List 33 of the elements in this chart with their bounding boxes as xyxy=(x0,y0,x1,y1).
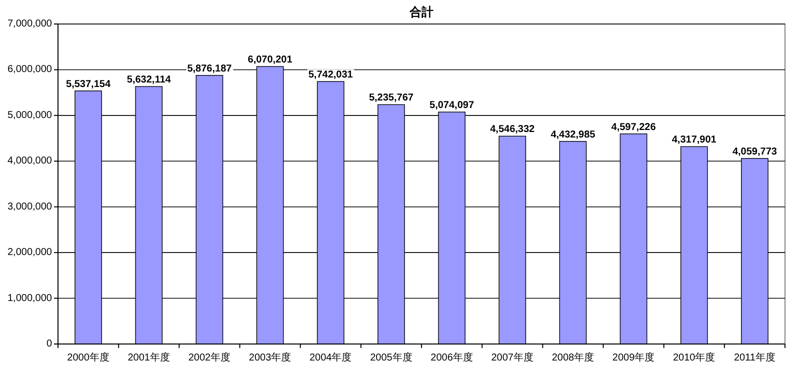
data-label: 5,537,154 xyxy=(66,78,111,90)
y-tick-label: 7,000,000 xyxy=(8,18,52,30)
data-label: 4,059,773 xyxy=(732,146,778,158)
x-tick-label: 2000年度 xyxy=(67,352,110,364)
x-tick-label: 2002年度 xyxy=(188,352,231,364)
x-tick-label: 2005年度 xyxy=(370,352,412,364)
y-tick-label: 2,000,000 xyxy=(8,247,52,258)
x-tick-label: 2006年度 xyxy=(430,352,473,364)
data-label: 5,632,114 xyxy=(126,74,172,86)
x-tick-label: 2003年度 xyxy=(248,352,292,364)
y-tick-label: 6,000,000 xyxy=(8,64,52,76)
data-label: 4,317,901 xyxy=(672,134,717,146)
data-label: 4,597,226 xyxy=(611,122,656,133)
x-tick-label: 2009年度 xyxy=(612,352,655,364)
y-tick-label: 1,000,000 xyxy=(8,292,52,304)
chart-title: 合計 xyxy=(408,5,434,19)
x-tick-label: 2001年度 xyxy=(128,352,170,364)
data-label: 5,876,187 xyxy=(187,63,232,74)
data-label: 5,742,031 xyxy=(308,70,354,81)
x-tick-label: 2010年度 xyxy=(673,352,716,364)
x-tick-label: 2008年度 xyxy=(552,352,594,364)
y-tick-label: 5,000,000 xyxy=(8,110,52,121)
data-label: 6,070,201 xyxy=(248,54,293,66)
data-label: 5,235,767 xyxy=(368,92,414,104)
data-label: 4,546,332 xyxy=(490,124,536,136)
y-tick-label: 4,000,000 xyxy=(8,156,52,167)
x-tick-label: 2007年度 xyxy=(491,352,534,364)
x-tick-label: 2004年度 xyxy=(310,352,352,364)
y-tick-label: 3,000,000 xyxy=(8,201,52,212)
x-tick-label: 2011年度 xyxy=(734,352,776,364)
data-label: 4,432,985 xyxy=(550,129,596,140)
y-tick-label: 0 xyxy=(46,338,52,350)
data-label: 5,074,097 xyxy=(430,100,474,112)
